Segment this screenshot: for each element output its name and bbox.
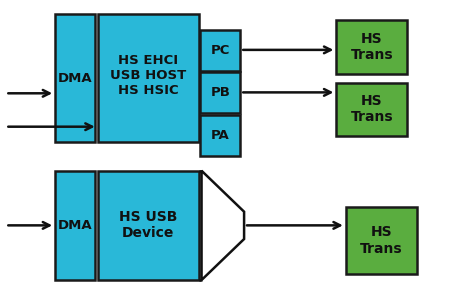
Text: PA: PA — [211, 128, 229, 142]
Bar — [200, 115, 240, 156]
Bar — [55, 171, 95, 280]
Bar — [98, 14, 199, 142]
Text: DMA: DMA — [58, 219, 92, 232]
Bar — [336, 20, 407, 74]
Text: HS
Trans: HS Trans — [350, 94, 393, 124]
Text: PB: PB — [210, 86, 230, 99]
Text: HS
Trans: HS Trans — [360, 225, 402, 256]
Bar — [55, 14, 95, 142]
Text: HS
Trans: HS Trans — [350, 32, 393, 62]
Bar — [200, 30, 240, 70]
Bar — [98, 171, 199, 280]
Bar — [336, 83, 407, 136]
Text: PC: PC — [210, 44, 230, 56]
Polygon shape — [201, 171, 244, 280]
Text: DMA: DMA — [58, 72, 92, 84]
Bar — [200, 72, 240, 113]
Text: HS EHCI
USB HOST
HS HSIC: HS EHCI USB HOST HS HSIC — [110, 54, 186, 97]
Bar — [346, 207, 417, 274]
Text: HS USB
Device: HS USB Device — [119, 210, 178, 240]
